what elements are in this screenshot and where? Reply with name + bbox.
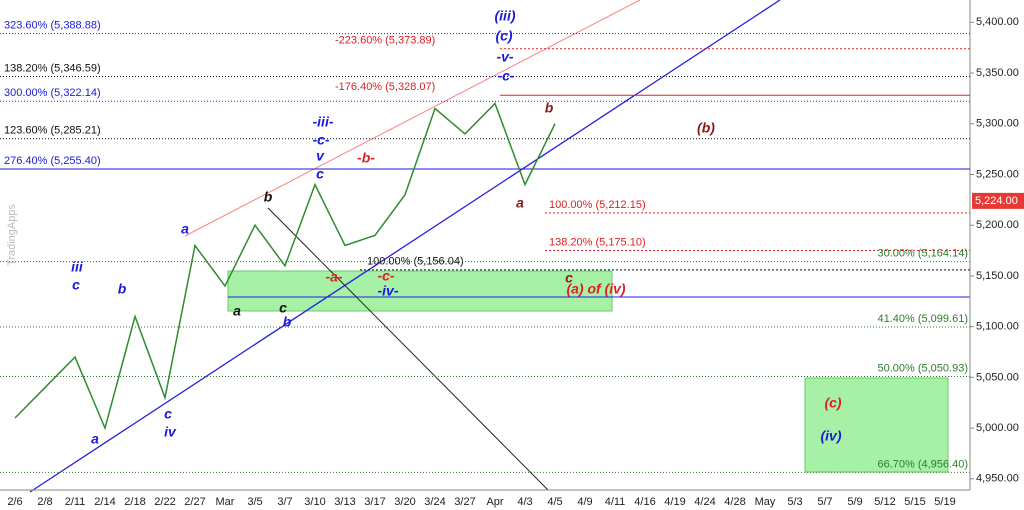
wave-label: -c- bbox=[312, 132, 329, 148]
wave-label: v bbox=[316, 148, 325, 164]
level-label: 100.00% (5,156.04) bbox=[367, 256, 464, 268]
trend-line bbox=[267, 207, 549, 491]
level-label: 30.00% (5,164.14) bbox=[877, 248, 968, 260]
wave-label: -iii- bbox=[313, 114, 334, 130]
level-label: 66.70% (4,956.40) bbox=[877, 458, 968, 470]
level-label: -176.40% (5,328.07) bbox=[335, 81, 435, 93]
level-label: 123.60% (5,285.21) bbox=[4, 125, 101, 137]
x-tick-label: 2/14 bbox=[94, 496, 115, 508]
wave-label: b bbox=[118, 281, 127, 297]
x-tick-label: 3/13 bbox=[334, 496, 355, 508]
level-label: 300.00% (5,322.14) bbox=[4, 87, 101, 99]
x-tick-label: 3/5 bbox=[247, 496, 262, 508]
x-tick-label: 4/16 bbox=[634, 496, 655, 508]
level-label: 50.00% (5,050.93) bbox=[877, 362, 968, 374]
watermark: TradingApps bbox=[6, 204, 18, 266]
x-tick-label: 2/6 bbox=[7, 496, 22, 508]
level-label: 138.20% (5,175.10) bbox=[549, 236, 646, 248]
x-tick-label: 3/24 bbox=[424, 496, 445, 508]
wave-label: -c- bbox=[497, 68, 514, 84]
channel-line bbox=[184, 0, 641, 237]
wave-label: -iv- bbox=[378, 283, 399, 299]
wave-label: a bbox=[181, 221, 189, 237]
target-zone bbox=[227, 270, 613, 312]
x-tick-label: 4/28 bbox=[724, 496, 745, 508]
y-tick-label: 5,100.00 bbox=[976, 321, 1019, 333]
x-tick-label: 5/9 bbox=[847, 496, 862, 508]
trend-line bbox=[29, 0, 781, 493]
x-tick-label: 3/7 bbox=[277, 496, 292, 508]
level-label: 323.60% (5,388.88) bbox=[4, 20, 101, 32]
target-zone bbox=[804, 377, 949, 473]
x-tick-label: 2/11 bbox=[65, 496, 86, 508]
y-tick-label: 5,300.00 bbox=[976, 118, 1019, 130]
x-tick-label: 2/18 bbox=[124, 496, 145, 508]
x-tick-label: 3/27 bbox=[454, 496, 475, 508]
x-tick-label: 5/19 bbox=[934, 496, 955, 508]
y-tick-label: 5,350.00 bbox=[976, 67, 1019, 79]
x-tick-label: 3/20 bbox=[394, 496, 415, 508]
level-label: 41.40% (5,099.61) bbox=[877, 313, 968, 325]
x-tick-label: 2/22 bbox=[154, 496, 175, 508]
wave-label: (iv) bbox=[821, 428, 842, 444]
wave-label: b bbox=[264, 189, 273, 205]
x-tick-label: 4/19 bbox=[664, 496, 685, 508]
y-tick-label: 4,950.00 bbox=[976, 473, 1019, 485]
x-tick-label: 3/17 bbox=[364, 496, 385, 508]
x-tick-label: 5/3 bbox=[787, 496, 802, 508]
wave-label: c bbox=[565, 270, 573, 286]
x-tick-label: 2/8 bbox=[37, 496, 52, 508]
wave-label: b bbox=[283, 314, 292, 330]
price-badge bbox=[972, 192, 1024, 209]
y-tick-label: 5,050.00 bbox=[976, 371, 1019, 383]
x-tick-label: 4/3 bbox=[517, 496, 532, 508]
x-tick-label: 3/10 bbox=[304, 496, 325, 508]
wave-label: (c) bbox=[824, 395, 841, 411]
y-tick-label: 5,200.00 bbox=[976, 219, 1019, 231]
level-label: -223.60% (5,373.89) bbox=[335, 35, 435, 47]
wave-label: b bbox=[545, 100, 554, 116]
x-tick-label: 4/5 bbox=[547, 496, 562, 508]
wave-label: (c) bbox=[495, 28, 512, 44]
wave-label: c bbox=[279, 300, 287, 316]
wave-label: -v- bbox=[496, 49, 513, 65]
wave-label: c bbox=[316, 166, 324, 182]
x-tick-label: 4/9 bbox=[577, 496, 592, 508]
x-tick-label: 4/11 bbox=[605, 496, 626, 508]
wave-label: -c- bbox=[377, 268, 394, 284]
x-tick-label: May bbox=[755, 496, 776, 508]
x-tick-label: Mar bbox=[216, 496, 235, 508]
y-tick-label: 5,250.00 bbox=[976, 168, 1019, 180]
wave-label: (iii) bbox=[495, 8, 516, 24]
wave-label: (a) of (iv) bbox=[566, 281, 625, 297]
wave-label: c bbox=[164, 406, 172, 422]
wave-label: iii bbox=[71, 259, 84, 275]
x-tick-label: 4/24 bbox=[694, 496, 715, 508]
wave-label: a bbox=[91, 431, 99, 447]
y-tick-label: 5,400.00 bbox=[976, 16, 1019, 28]
wave-label: (b) bbox=[697, 120, 715, 136]
wave-label: a bbox=[516, 195, 524, 211]
level-label: 276.40% (5,255.40) bbox=[4, 155, 101, 167]
x-tick-label: 2/27 bbox=[184, 496, 205, 508]
wave-label: -a- bbox=[325, 269, 342, 285]
level-label: 138.20% (5,346.59) bbox=[4, 62, 101, 74]
wave-label: -b- bbox=[357, 150, 375, 166]
price-line bbox=[14, 102, 556, 431]
wave-label: a bbox=[233, 303, 241, 319]
wave-label: c bbox=[72, 277, 80, 293]
level-label: 100.00% (5,212.15) bbox=[549, 199, 646, 211]
y-tick-label: 5,000.00 bbox=[976, 422, 1019, 434]
y-tick-label: 5,150.00 bbox=[976, 270, 1019, 282]
x-tick-label: 5/12 bbox=[874, 496, 895, 508]
x-tick-label: 5/7 bbox=[817, 496, 832, 508]
price-badge-label: 5,224.00 bbox=[975, 195, 1018, 207]
x-tick-label: Apr bbox=[486, 496, 503, 508]
x-tick-label: 5/15 bbox=[904, 496, 925, 508]
wave-label: iv bbox=[164, 424, 177, 440]
